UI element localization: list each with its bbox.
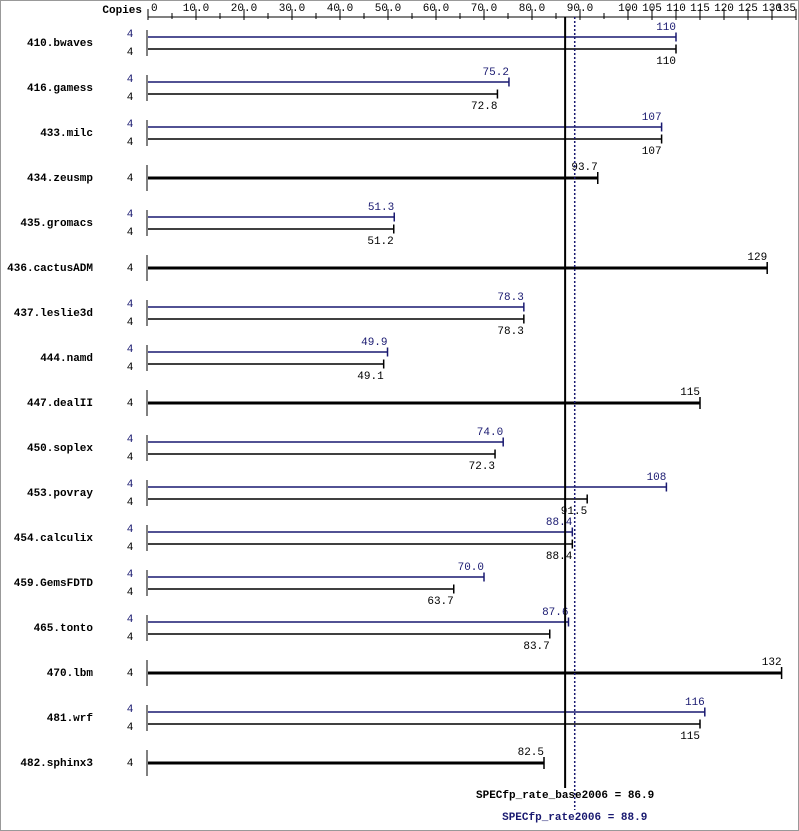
value-label: 82.5 xyxy=(518,747,544,759)
category-label: 470.lbm xyxy=(47,668,94,680)
x-tick-label: 100 xyxy=(618,3,638,15)
category-label: 450.soplex xyxy=(27,443,93,455)
value-label: 107 xyxy=(642,112,662,124)
value-label: 72.8 xyxy=(471,101,497,113)
category-label: 434.zeusmp xyxy=(27,173,93,185)
copies-label: 4 xyxy=(127,542,134,554)
x-tick-label: 70.0 xyxy=(471,3,497,15)
copies-label: 4 xyxy=(127,722,134,734)
value-label: 70.0 xyxy=(458,562,484,574)
value-label: 91.5 xyxy=(561,506,587,518)
value-label: 108 xyxy=(647,472,667,484)
value-label: 115 xyxy=(680,731,700,743)
x-tick-label: 40.0 xyxy=(327,3,353,15)
copies-label: 4 xyxy=(127,137,134,149)
copies-label: 4 xyxy=(127,434,134,446)
category-label: 433.milc xyxy=(40,128,93,140)
category-label: 436.cactusADM xyxy=(7,263,93,275)
category-label: 416.gamess xyxy=(27,83,93,95)
copies-label: 4 xyxy=(127,173,134,185)
value-label: 110 xyxy=(656,56,676,68)
category-label: 410.bwaves xyxy=(27,38,93,50)
category-label: 447.dealII xyxy=(27,398,93,410)
copies-label: 4 xyxy=(127,758,134,770)
copies-label: 4 xyxy=(127,497,134,509)
value-label: 93.7 xyxy=(571,162,597,174)
value-label: 75.2 xyxy=(483,67,509,79)
copies-label: 4 xyxy=(127,614,134,626)
value-label: 51.3 xyxy=(368,202,394,214)
value-label: 49.1 xyxy=(357,371,384,383)
copies-label: 4 xyxy=(127,227,134,239)
copies-label: 4 xyxy=(127,524,134,536)
value-label: 88.4 xyxy=(546,517,573,529)
category-label: 435.gromacs xyxy=(20,218,93,230)
value-label: 115 xyxy=(680,387,700,399)
copies-label: 4 xyxy=(127,479,134,491)
category-label: 459.GemsFDTD xyxy=(14,578,94,590)
value-label: 78.3 xyxy=(497,326,523,338)
x-tick-label: 130 xyxy=(762,3,782,15)
copies-label: 4 xyxy=(127,47,134,59)
copies-label: 4 xyxy=(127,209,134,221)
copies-label: 4 xyxy=(127,299,134,311)
copies-label: 4 xyxy=(127,587,134,599)
x-tick-label: 135 xyxy=(776,3,796,15)
value-label: 72.3 xyxy=(469,461,495,473)
value-label: 83.7 xyxy=(523,641,549,653)
x-tick-label: 125 xyxy=(738,3,758,15)
copies-label: 4 xyxy=(127,668,134,680)
copies-header: Copies xyxy=(102,5,142,17)
copies-label: 4 xyxy=(127,119,134,131)
x-tick-label: 10.0 xyxy=(183,3,209,15)
x-tick-label: 80.0 xyxy=(519,3,545,15)
x-tick-label: 110 xyxy=(666,3,686,15)
category-label: 481.wrf xyxy=(47,713,94,725)
x-tick-label: 105 xyxy=(642,3,662,15)
copies-label: 4 xyxy=(127,398,134,410)
reference-label: SPECfp_rate2006 = 88.9 xyxy=(502,812,647,824)
category-label: 482.sphinx3 xyxy=(20,758,93,770)
x-tick-label: 115 xyxy=(690,3,710,15)
value-label: 87.6 xyxy=(542,607,568,619)
value-label: 78.3 xyxy=(497,292,523,304)
copies-label: 4 xyxy=(127,317,134,329)
value-label: 110 xyxy=(656,22,676,34)
value-label: 88.4 xyxy=(546,551,573,563)
x-tick-label: 90.0 xyxy=(567,3,593,15)
copies-label: 4 xyxy=(127,452,134,464)
value-label: 74.0 xyxy=(477,427,503,439)
x-tick-label: 30.0 xyxy=(279,3,305,15)
category-label: 453.povray xyxy=(27,488,93,500)
value-label: 116 xyxy=(685,697,705,709)
category-label: 465.tonto xyxy=(34,623,94,635)
copies-label: 4 xyxy=(127,92,134,104)
category-label: 437.leslie3d xyxy=(14,308,93,320)
value-label: 107 xyxy=(642,146,662,158)
copies-label: 4 xyxy=(127,569,134,581)
value-label: 132 xyxy=(762,657,782,669)
x-tick-label: 50.0 xyxy=(375,3,401,15)
copies-label: 4 xyxy=(127,704,134,716)
value-label: 63.7 xyxy=(427,596,453,608)
reference-label: SPECfp_rate_base2006 = 86.9 xyxy=(476,790,654,802)
copies-label: 4 xyxy=(127,362,134,374)
x-tick-label: 60.0 xyxy=(423,3,449,15)
value-label: 49.9 xyxy=(361,337,387,349)
copies-label: 4 xyxy=(127,344,134,356)
copies-label: 4 xyxy=(127,632,134,644)
category-label: 444.namd xyxy=(40,353,93,365)
value-label: 129 xyxy=(747,252,767,264)
x-tick-label: 0 xyxy=(151,3,158,15)
copies-label: 4 xyxy=(127,29,134,41)
value-label: 51.2 xyxy=(367,236,393,248)
copies-label: 4 xyxy=(127,74,134,86)
copies-label: 4 xyxy=(127,263,134,275)
x-tick-label: 20.0 xyxy=(231,3,257,15)
category-label: 454.calculix xyxy=(14,533,94,545)
x-tick-label: 120 xyxy=(714,3,734,15)
